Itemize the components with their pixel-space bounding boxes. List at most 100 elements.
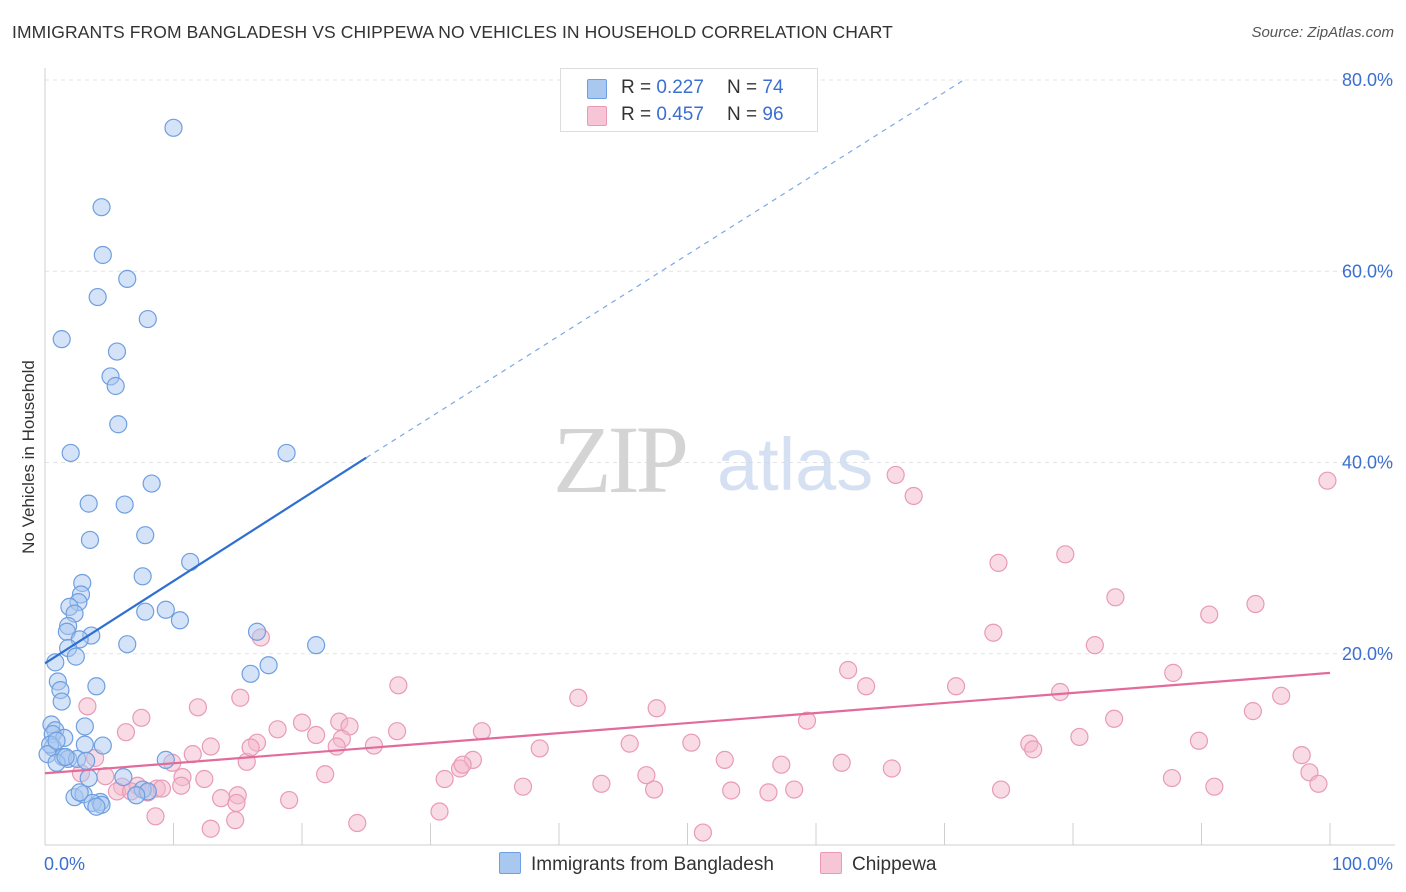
bangladesh-point: [79, 494, 98, 513]
chippewa-point: [201, 737, 220, 756]
chippewa-point: [530, 739, 549, 758]
bangladesh-trend-line: [44, 456, 367, 665]
legend-r-label: R =: [621, 104, 652, 125]
chippewa-point: [453, 755, 472, 774]
chippewa-point: [991, 780, 1011, 799]
bottom-legend-swatch-pink: [820, 852, 842, 874]
chippewa-point: [1051, 682, 1070, 702]
chippewa-point: [472, 722, 491, 741]
axes: [44, 68, 1395, 846]
chippewa-point: [839, 660, 858, 680]
bangladesh-point: [66, 647, 85, 666]
legend-n-value: 96: [762, 104, 784, 125]
chippewa-point: [307, 725, 326, 745]
chippewa-point: [172, 776, 191, 795]
y-tick-label: 60.0%: [1342, 261, 1393, 281]
chippewa-point: [904, 486, 923, 506]
bangladesh-point: [170, 611, 190, 630]
chippewa-point: [989, 553, 1008, 573]
bangladesh-point: [80, 530, 100, 550]
chippewa-point: [637, 766, 656, 785]
bottom-legend-bangladesh: Immigrants from Bangladesh: [499, 852, 774, 876]
chippewa-point: [1309, 774, 1328, 793]
tick-labels: 20.0% 40.0% 60.0% 80.0% 0.0% 100.0%: [44, 70, 1393, 874]
bangladesh-point: [156, 600, 175, 619]
watermark-zip: ZIP: [553, 406, 686, 513]
bangladesh-point: [106, 376, 125, 396]
bangladesh-point: [241, 664, 260, 683]
bangladesh-point: [307, 636, 326, 655]
bangladesh-point: [277, 443, 296, 463]
chippewa-point: [620, 734, 639, 753]
bangladesh-point: [70, 783, 89, 802]
chippewa-trend-line: [44, 671, 1331, 775]
bangladesh-point: [77, 751, 96, 770]
bottom-legend-swatch-blue: [499, 852, 521, 874]
chippewa-point: [772, 755, 791, 774]
chippewa-point: [389, 676, 408, 695]
bangladesh-point: [127, 786, 146, 805]
watermark-atlas: atlas: [717, 423, 873, 506]
chippewa-point: [348, 813, 367, 833]
legend-n-label: N =: [727, 104, 758, 125]
stats-legend: R = 0.227 N = 74 R = 0.457 N = 96: [560, 68, 818, 132]
chippewa-point: [1200, 605, 1219, 624]
chippewa-point: [592, 774, 611, 793]
chippewa-point: [327, 737, 346, 756]
x-tick-label: 100.0%: [1332, 854, 1393, 874]
chippewa-point: [201, 819, 220, 838]
bangladesh-point: [61, 443, 80, 463]
chippewa-point: [857, 677, 876, 696]
chippewa-point: [886, 465, 905, 485]
chippewa-point: [832, 753, 851, 772]
chippewa-point: [984, 623, 1003, 642]
bangladesh-point: [52, 692, 71, 711]
bangladesh-point: [107, 342, 127, 361]
legend-n-label: N =: [727, 77, 758, 98]
bangladesh-point: [92, 198, 111, 217]
bangladesh-point: [138, 309, 157, 329]
chippewa-point: [78, 697, 97, 716]
chippewa-point: [211, 789, 231, 808]
chippewa-point: [882, 759, 901, 778]
chippewa-point: [292, 713, 312, 732]
bottom-legend-label: Immigrants from Bangladesh: [531, 854, 774, 875]
bangladesh-point: [88, 287, 107, 307]
source-label: Source: ZipAtlas.com: [1251, 24, 1394, 41]
chippewa-point: [1105, 709, 1124, 728]
chippewa-point: [183, 745, 202, 764]
legend-r-value: 0.457: [656, 104, 704, 125]
bangladesh-point: [164, 118, 183, 137]
chippewa-point: [146, 807, 165, 826]
chippewa-point: [316, 765, 335, 784]
y-tick-label: 20.0%: [1342, 644, 1393, 664]
bangladesh-point: [136, 602, 155, 621]
chippewa-point: [226, 811, 245, 830]
legend-r-label: R =: [621, 77, 652, 98]
bangladesh-trend-extension: [365, 79, 965, 459]
bangladesh-point: [75, 717, 94, 736]
chippewa-point: [132, 708, 151, 727]
bangladesh-point: [118, 635, 137, 654]
bangladesh-point: [87, 677, 106, 696]
chippewa-point: [1189, 731, 1209, 750]
chippewa-point: [1162, 768, 1182, 788]
chippewa-point: [946, 677, 966, 696]
chippewa-point: [1205, 777, 1224, 796]
watermark: ZIP atlas: [553, 406, 873, 513]
bangladesh-point: [133, 567, 152, 586]
chart-title: IMMIGRANTS FROM BANGLADESH VS CHIPPEWA N…: [12, 22, 893, 42]
chippewa-point: [785, 780, 804, 799]
bangladesh-point: [115, 495, 134, 514]
chippewa-point: [759, 783, 778, 802]
bangladesh-point: [181, 552, 200, 572]
chippewa-point: [1056, 545, 1075, 564]
bangladesh-point: [87, 797, 106, 816]
bangladesh-point: [156, 750, 175, 769]
bangladesh-point: [259, 656, 278, 675]
chippewa-point: [797, 711, 817, 730]
chippewa-point: [1164, 663, 1183, 682]
chippewa-point: [227, 793, 246, 813]
bangladesh-points: [38, 118, 326, 816]
